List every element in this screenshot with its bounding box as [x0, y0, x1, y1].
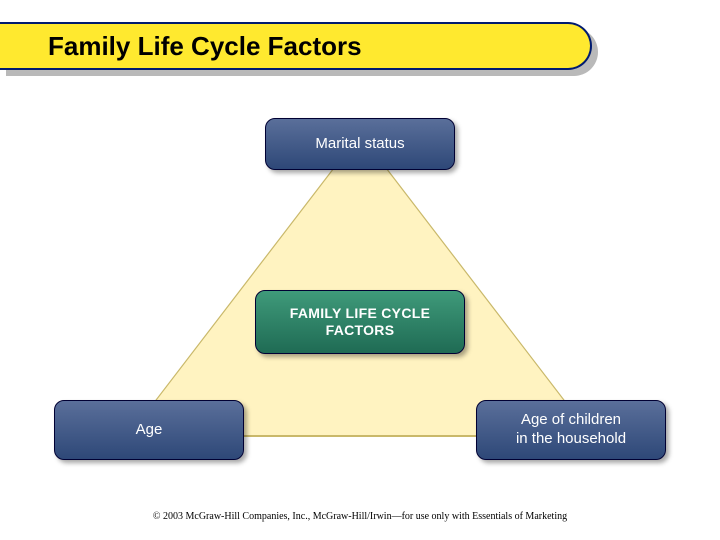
- title-bar: Family Life Cycle Factors: [0, 22, 592, 70]
- diagram-container: Marital status FAMILY LIFE CYCLEFACTORS …: [0, 100, 720, 470]
- node-left-label: Age: [136, 421, 163, 440]
- node-right-label: Age of childrenin the household: [516, 411, 626, 449]
- node-age: Age: [54, 400, 244, 460]
- node-age-children: Age of childrenin the household: [476, 400, 666, 460]
- node-top-label: Marital status: [315, 135, 404, 154]
- node-marital-status: Marital status: [265, 118, 455, 170]
- slide-title: Family Life Cycle Factors: [48, 31, 362, 62]
- copyright-footer: © 2003 McGraw-Hill Companies, Inc., McGr…: [0, 511, 720, 522]
- node-center-title: FAMILY LIFE CYCLEFACTORS: [255, 290, 465, 354]
- triangle-fill: [130, 135, 590, 435]
- node-center-label: FAMILY LIFE CYCLEFACTORS: [290, 305, 430, 340]
